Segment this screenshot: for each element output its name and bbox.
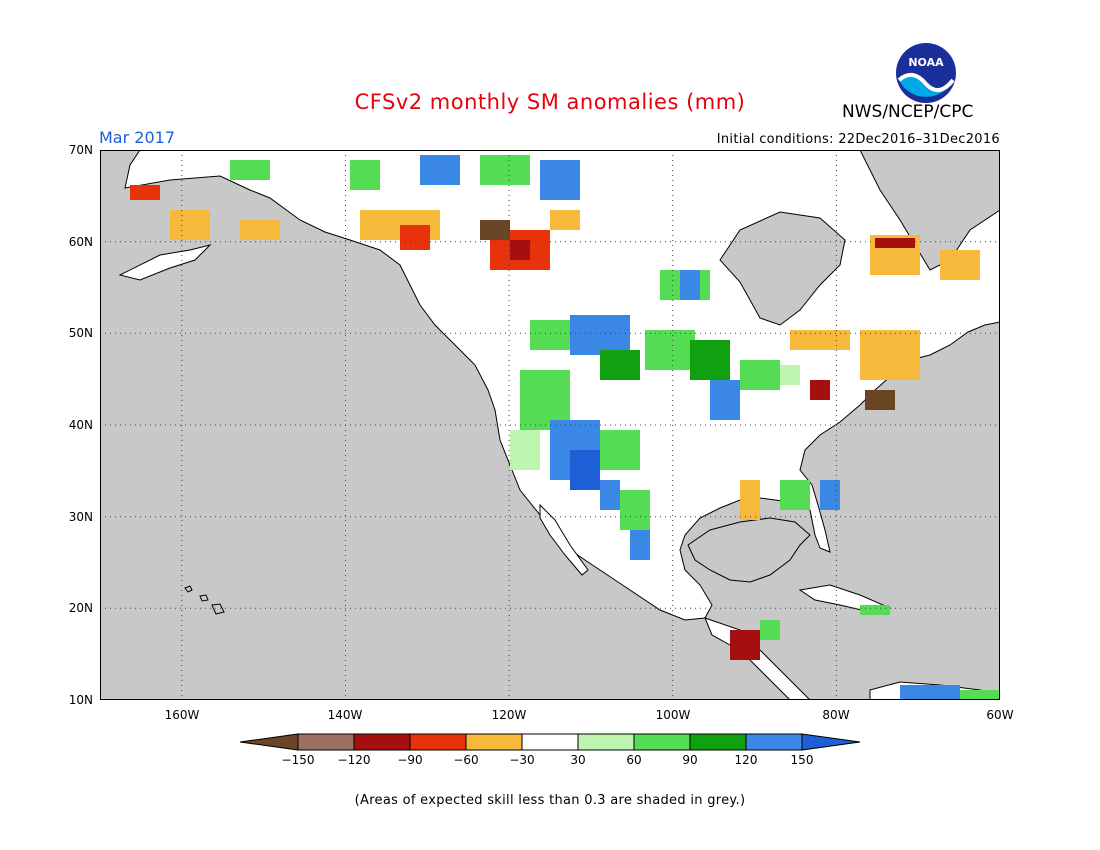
map-canvas xyxy=(100,150,1000,700)
lat-label: 10N xyxy=(68,693,93,707)
colorbar-cell xyxy=(297,733,355,751)
lon-label: 100W xyxy=(655,708,691,722)
forecast-period: Mar 2017 xyxy=(99,128,175,147)
colorbar-cell xyxy=(745,733,803,751)
noaa-logo: NOAA xyxy=(896,43,956,103)
gulf-of-mexico xyxy=(687,517,811,583)
anomaly-cells xyxy=(130,155,1000,700)
lon-label: 60W xyxy=(986,708,1014,722)
colorbar-label: 30 xyxy=(570,753,586,767)
colorbar-cell xyxy=(353,733,411,751)
colorbar-label: −150 xyxy=(281,753,315,767)
lat-label: 70N xyxy=(68,143,93,157)
lon-label: 80W xyxy=(822,708,850,722)
colorbar-cell xyxy=(521,733,579,751)
lat-label: 40N xyxy=(68,418,93,432)
initial-conditions: Initial conditions: 22Dec2016–31Dec2016 xyxy=(716,132,1000,147)
colorbar-cell xyxy=(409,733,467,751)
colorbar-label: −90 xyxy=(397,753,423,767)
colorbar-cell xyxy=(577,733,635,751)
agency-label: NWS/NCEP/CPC xyxy=(842,102,974,122)
lon-label: 140W xyxy=(327,708,363,722)
lat-label: 60N xyxy=(68,235,93,249)
colorbar-label: 150 xyxy=(790,753,814,767)
lon-label: 120W xyxy=(491,708,527,722)
colorbar-label: 120 xyxy=(734,753,758,767)
alaska-peninsula xyxy=(118,244,212,281)
lat-label: 20N xyxy=(68,601,93,615)
colorbar-label: −120 xyxy=(337,753,371,767)
skill-footnote: (Areas of expected skill less than 0.3 a… xyxy=(354,793,746,808)
hawaii-islands xyxy=(184,585,225,615)
colorbar-label: −60 xyxy=(453,753,479,767)
baja-california xyxy=(539,503,589,576)
lat-label: 30N xyxy=(68,510,93,524)
colorbar-cell xyxy=(465,733,523,751)
lon-label: 160W xyxy=(164,708,200,722)
colorbar-right-arrow xyxy=(801,733,861,751)
colorbar-label: −30 xyxy=(509,753,535,767)
colorbar-left-arrow xyxy=(240,733,299,751)
graticule xyxy=(100,150,1000,700)
noaa-logo-text: NOAA xyxy=(908,56,944,69)
colorbar-label: 90 xyxy=(682,753,698,767)
colorbar-cell xyxy=(633,733,691,751)
color-bar xyxy=(240,733,861,751)
lat-label: 50N xyxy=(68,326,93,340)
colorbar-label: 60 xyxy=(626,753,642,767)
colorbar-cell xyxy=(689,733,747,751)
map-title: CFSv2 monthly SM anomalies (mm) xyxy=(354,90,746,114)
hudson-bay xyxy=(719,211,846,326)
